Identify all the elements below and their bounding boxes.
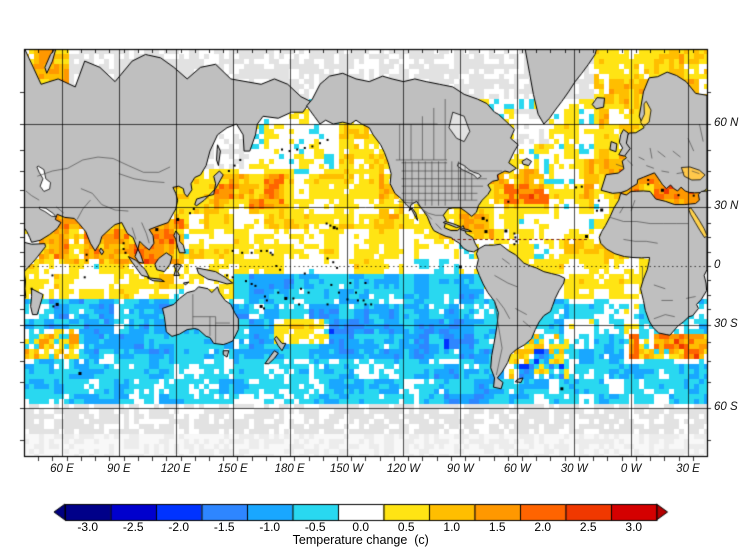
lon-axis-label: 60 E [50, 463, 74, 475]
colorbar-tick-label: 2.0 [534, 520, 552, 534]
lon-axis-label: 30 E [676, 463, 700, 475]
colorbar-tick-label: -1.5 [213, 520, 235, 534]
colorbar-tick-label: 1.0 [443, 520, 461, 534]
lon-axis-label: 0 W [620, 463, 642, 475]
colorbar-tick-label: 3.0 [625, 520, 643, 534]
colorbar-tick-label: 1.5 [488, 520, 506, 534]
lat-axis-label: 0 [714, 259, 721, 271]
lon-axis-label: 90 E [107, 463, 131, 475]
lon-axis-label: 30 W [560, 463, 588, 475]
colorbar-tick-label: 0.5 [397, 520, 415, 534]
lon-axis-label: 60 W [503, 463, 531, 475]
lat-axis-label: 60 N [714, 117, 739, 130]
lon-axis-label: 150 E [217, 463, 248, 475]
lon-axis-label: 120 W [386, 463, 421, 475]
lon-axis-label: 150 W [329, 463, 364, 475]
lat-axis-label: 30 N [714, 199, 739, 212]
colorbar-tick-label: -2.5 [122, 520, 144, 534]
lat-axis-label: 30 S [714, 318, 738, 331]
lon-axis-label: 120 E [160, 463, 191, 475]
colorbar-tick-label: -0.5 [304, 520, 326, 534]
colorbar-tick-label: -3.0 [77, 520, 99, 534]
lat-axis-label: 60 S [714, 400, 738, 413]
colorbar-tick-label: 2.5 [579, 520, 597, 534]
colorbar-tick-label: 0.0 [352, 520, 370, 534]
lon-axis-label: 180 E [274, 463, 305, 475]
lon-axis-label: 90 W [446, 463, 474, 475]
colorbar-title: Temperature change (c) [292, 533, 429, 547]
colorbar-tick-label: -1.0 [259, 520, 281, 534]
colorbar-tick-label: -2.0 [168, 520, 190, 534]
